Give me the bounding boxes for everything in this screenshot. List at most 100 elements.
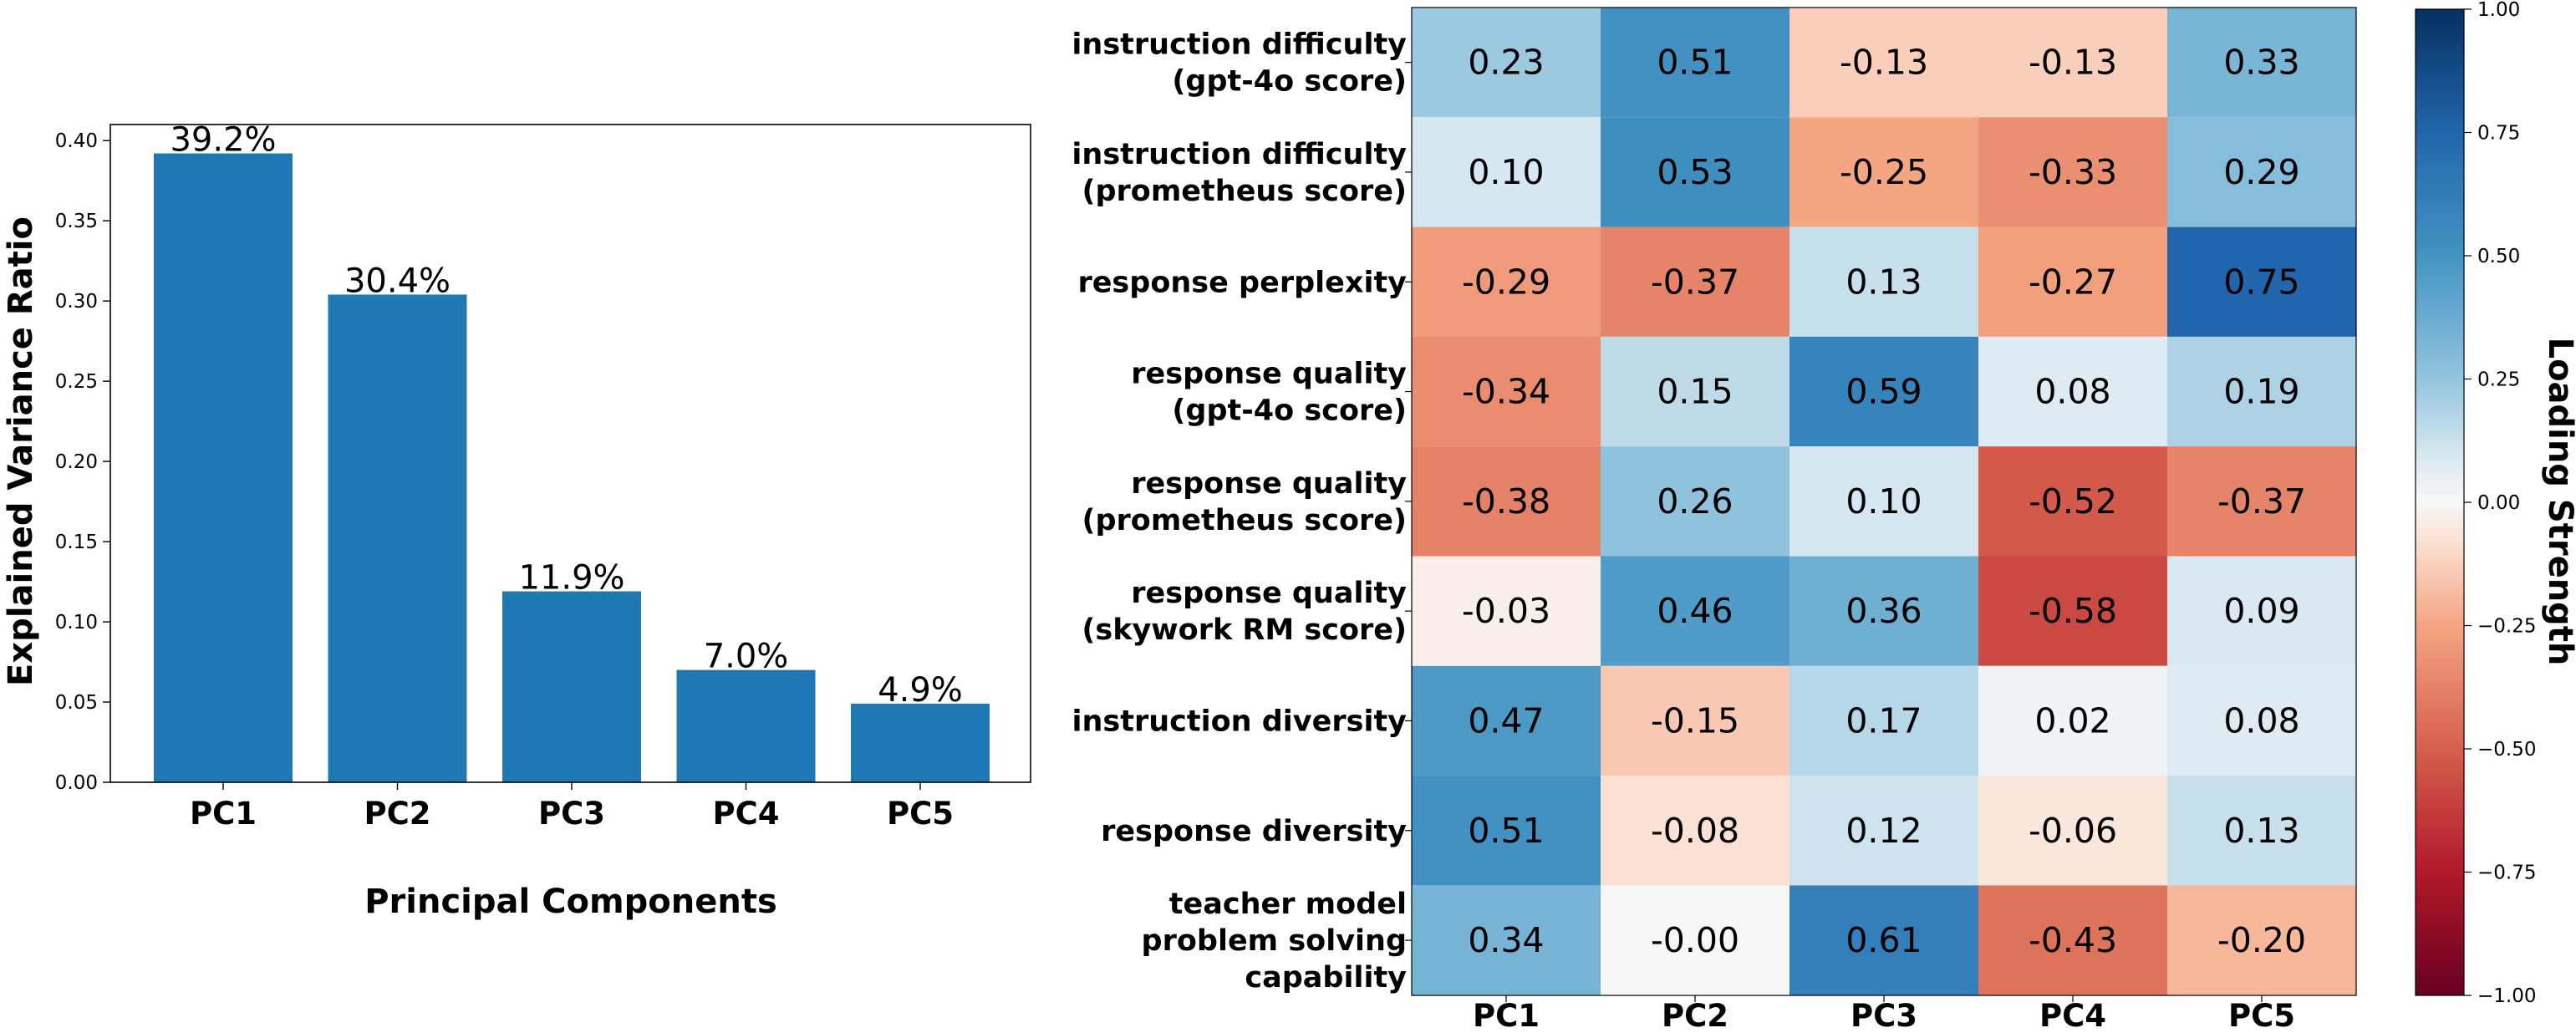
- heatmap-cell-value: 0.08: [2034, 372, 2110, 412]
- colorbar-tick-label: −0.50: [2477, 739, 2536, 761]
- colorbar-tick-label: 1.00: [2477, 0, 2520, 21]
- heatmap-cell-value: -0.13: [2029, 43, 2117, 83]
- heatmap-cell: [1601, 226, 1789, 337]
- heatmap-cell: [1412, 336, 1601, 447]
- heatmap-column-label: PC1: [1473, 998, 1540, 1033]
- heatmap-cell-value: -0.43: [2029, 920, 2117, 960]
- heatmap-cell-value: 0.75: [2223, 262, 2299, 302]
- y-tick-label: 0.40: [55, 130, 98, 152]
- bar-value-label: 4.9%: [878, 671, 963, 710]
- bar-series: 39.2% 30.4% 11.9% 7.0% 4.9%: [154, 121, 990, 783]
- bar-pc2: [328, 294, 467, 783]
- heatmap-cell: [1412, 556, 1601, 666]
- heatmap-cell: [1978, 885, 2167, 995]
- colorbar-tick-label: −0.25: [2477, 616, 2536, 638]
- heatmap-cell: [1789, 336, 1978, 447]
- heatmap-cell: [1789, 885, 1978, 995]
- y-tick-label: 0.05: [55, 692, 98, 714]
- heatmap-cell-value: 0.12: [1845, 811, 1922, 851]
- heatmap-cell-value: 0.10: [1845, 481, 1922, 522]
- x-tick-label: PC2: [364, 796, 430, 832]
- colorbar-tick-label: 0.00: [2477, 492, 2520, 514]
- heatmap-cell: [2167, 885, 2356, 995]
- heatmap-row-label: response perplexity: [1077, 266, 1407, 299]
- bar-x-axis: PC1 PC2 PC3 PC4 PC5: [190, 782, 954, 832]
- x-tick-label: PC3: [538, 796, 605, 832]
- heatmap-cell-value: 0.51: [1657, 43, 1733, 83]
- heatmap-cell-value: -0.15: [1651, 700, 1739, 740]
- heatmap-cell: [1978, 665, 2167, 776]
- heatmap-cell-value: -0.00: [1651, 920, 1739, 960]
- heatmap-cell-value: 0.34: [1468, 920, 1544, 960]
- heatmap-cell-value: -0.25: [1840, 152, 1928, 192]
- heatmap-cell: [1789, 117, 1978, 227]
- heatmap-row-label: instruction diversity: [1072, 705, 1407, 738]
- heatmap-cell: [2167, 226, 2356, 337]
- heatmap-cell: [1978, 336, 2167, 447]
- heatmap-cell: [1601, 665, 1789, 776]
- colorbar-gradient: [2415, 8, 2465, 996]
- heatmap-cell-value: -0.27: [2029, 262, 2117, 302]
- bar-x-axis-title: Principal Components: [364, 883, 777, 921]
- heatmap-cell-value: -0.08: [1651, 811, 1739, 851]
- heatmap-row-label: (prometheus score): [1082, 175, 1407, 208]
- bar-pc4: [676, 669, 816, 782]
- heatmap-cell: [1789, 8, 1978, 118]
- heatmap-column-label: PC3: [1851, 998, 1917, 1033]
- heatmap-row-label: capability: [1245, 961, 1407, 995]
- heatmap-cell: [1789, 446, 1978, 557]
- heatmap-cell: [1978, 446, 2167, 557]
- heatmap-cell: [2167, 446, 2356, 557]
- colorbar-label: Loading Strength: [2541, 338, 2576, 666]
- heatmap-cell-value: -0.20: [2217, 920, 2306, 960]
- heatmap-cell-value: -0.06: [2029, 811, 2117, 851]
- heatmap-cell: [1978, 776, 2167, 886]
- colorbar: 1.00 0.75 0.50 0.25 0.00 −0.25 −0.50 −0.75 −1.00…: [2415, 0, 2576, 1007]
- heatmap-cell: [1978, 226, 2167, 337]
- y-tick-label: 0.20: [55, 451, 98, 473]
- heatmap-cell: [1789, 665, 1978, 776]
- bar-value-label: 30.4%: [344, 262, 451, 300]
- heatmap-cell-value: 0.10: [1468, 152, 1544, 192]
- heatmap-row-label: response quality: [1131, 467, 1407, 501]
- bar-value-label: 11.9%: [518, 559, 624, 598]
- y-tick-label: 0.00: [55, 772, 98, 794]
- heatmap-cell-value: -0.29: [1462, 262, 1550, 302]
- y-tick-label: 0.25: [55, 371, 98, 393]
- heatmap-cell: [1601, 117, 1789, 227]
- heatmap-row-label: (gpt-4o score): [1172, 394, 1407, 428]
- heatmap-row-label: (prometheus score): [1082, 504, 1407, 537]
- heatmap-cell: [2167, 336, 2356, 447]
- heatmap-cell: [1789, 556, 1978, 666]
- y-tick-label: 0.15: [55, 532, 98, 553]
- heatmap-column-labels: PC1 PC2 PC3 PC4 PC5: [1473, 995, 2295, 1033]
- colorbar-tick-label: −1.00: [2477, 985, 2536, 1007]
- colorbar-tick-label: −0.75: [2477, 863, 2536, 884]
- heatmap-cell: [1601, 8, 1789, 118]
- heatmap-cell-value: 0.53: [1657, 152, 1733, 192]
- heatmap-row-label: response diversity: [1101, 815, 1407, 848]
- heatmap-cell: [2167, 8, 2356, 118]
- heatmap-cell-value: -0.03: [1462, 591, 1550, 631]
- colorbar-ticks: 1.00 0.75 0.50 0.25 0.00 −0.25 −0.50 −0.75 −1.00: [2464, 0, 2536, 1007]
- heatmap-cell-value: -0.58: [2029, 591, 2117, 631]
- bar-y-axis: 0.00 0.05 0.10 0.15 0.20 0.25 0.30 0.35 0.40: [55, 130, 110, 794]
- heatmap-row-label: teacher model: [1169, 888, 1407, 921]
- heatmap-cell: [2167, 776, 2356, 886]
- bar-chart: 0.00 0.05 0.10 0.15 0.20 0.25 0.30 0.35 0.40 39.…: [2, 121, 1031, 921]
- heatmap-column-label: PC5: [2228, 998, 2295, 1033]
- heatmap-cell: [1412, 446, 1601, 557]
- heatmap-cell: [1978, 117, 2167, 227]
- heatmap-cell-value: 0.51: [1468, 811, 1544, 851]
- x-tick-label: PC4: [712, 796, 779, 832]
- heatmap-cell-value: 0.13: [1845, 262, 1922, 302]
- heatmap-cell-value: 0.08: [2223, 700, 2299, 740]
- heatmap-cell: [1412, 8, 1601, 118]
- bar-value-label: 39.2%: [170, 121, 276, 160]
- heatmap-cell-value: 0.29: [2223, 152, 2299, 192]
- heatmap-row-label: problem solving: [1142, 924, 1407, 958]
- heatmap-cell-value: -0.34: [1462, 372, 1550, 412]
- colorbar-tick-label: 0.50: [2477, 246, 2520, 267]
- heatmap-cell: [1978, 556, 2167, 666]
